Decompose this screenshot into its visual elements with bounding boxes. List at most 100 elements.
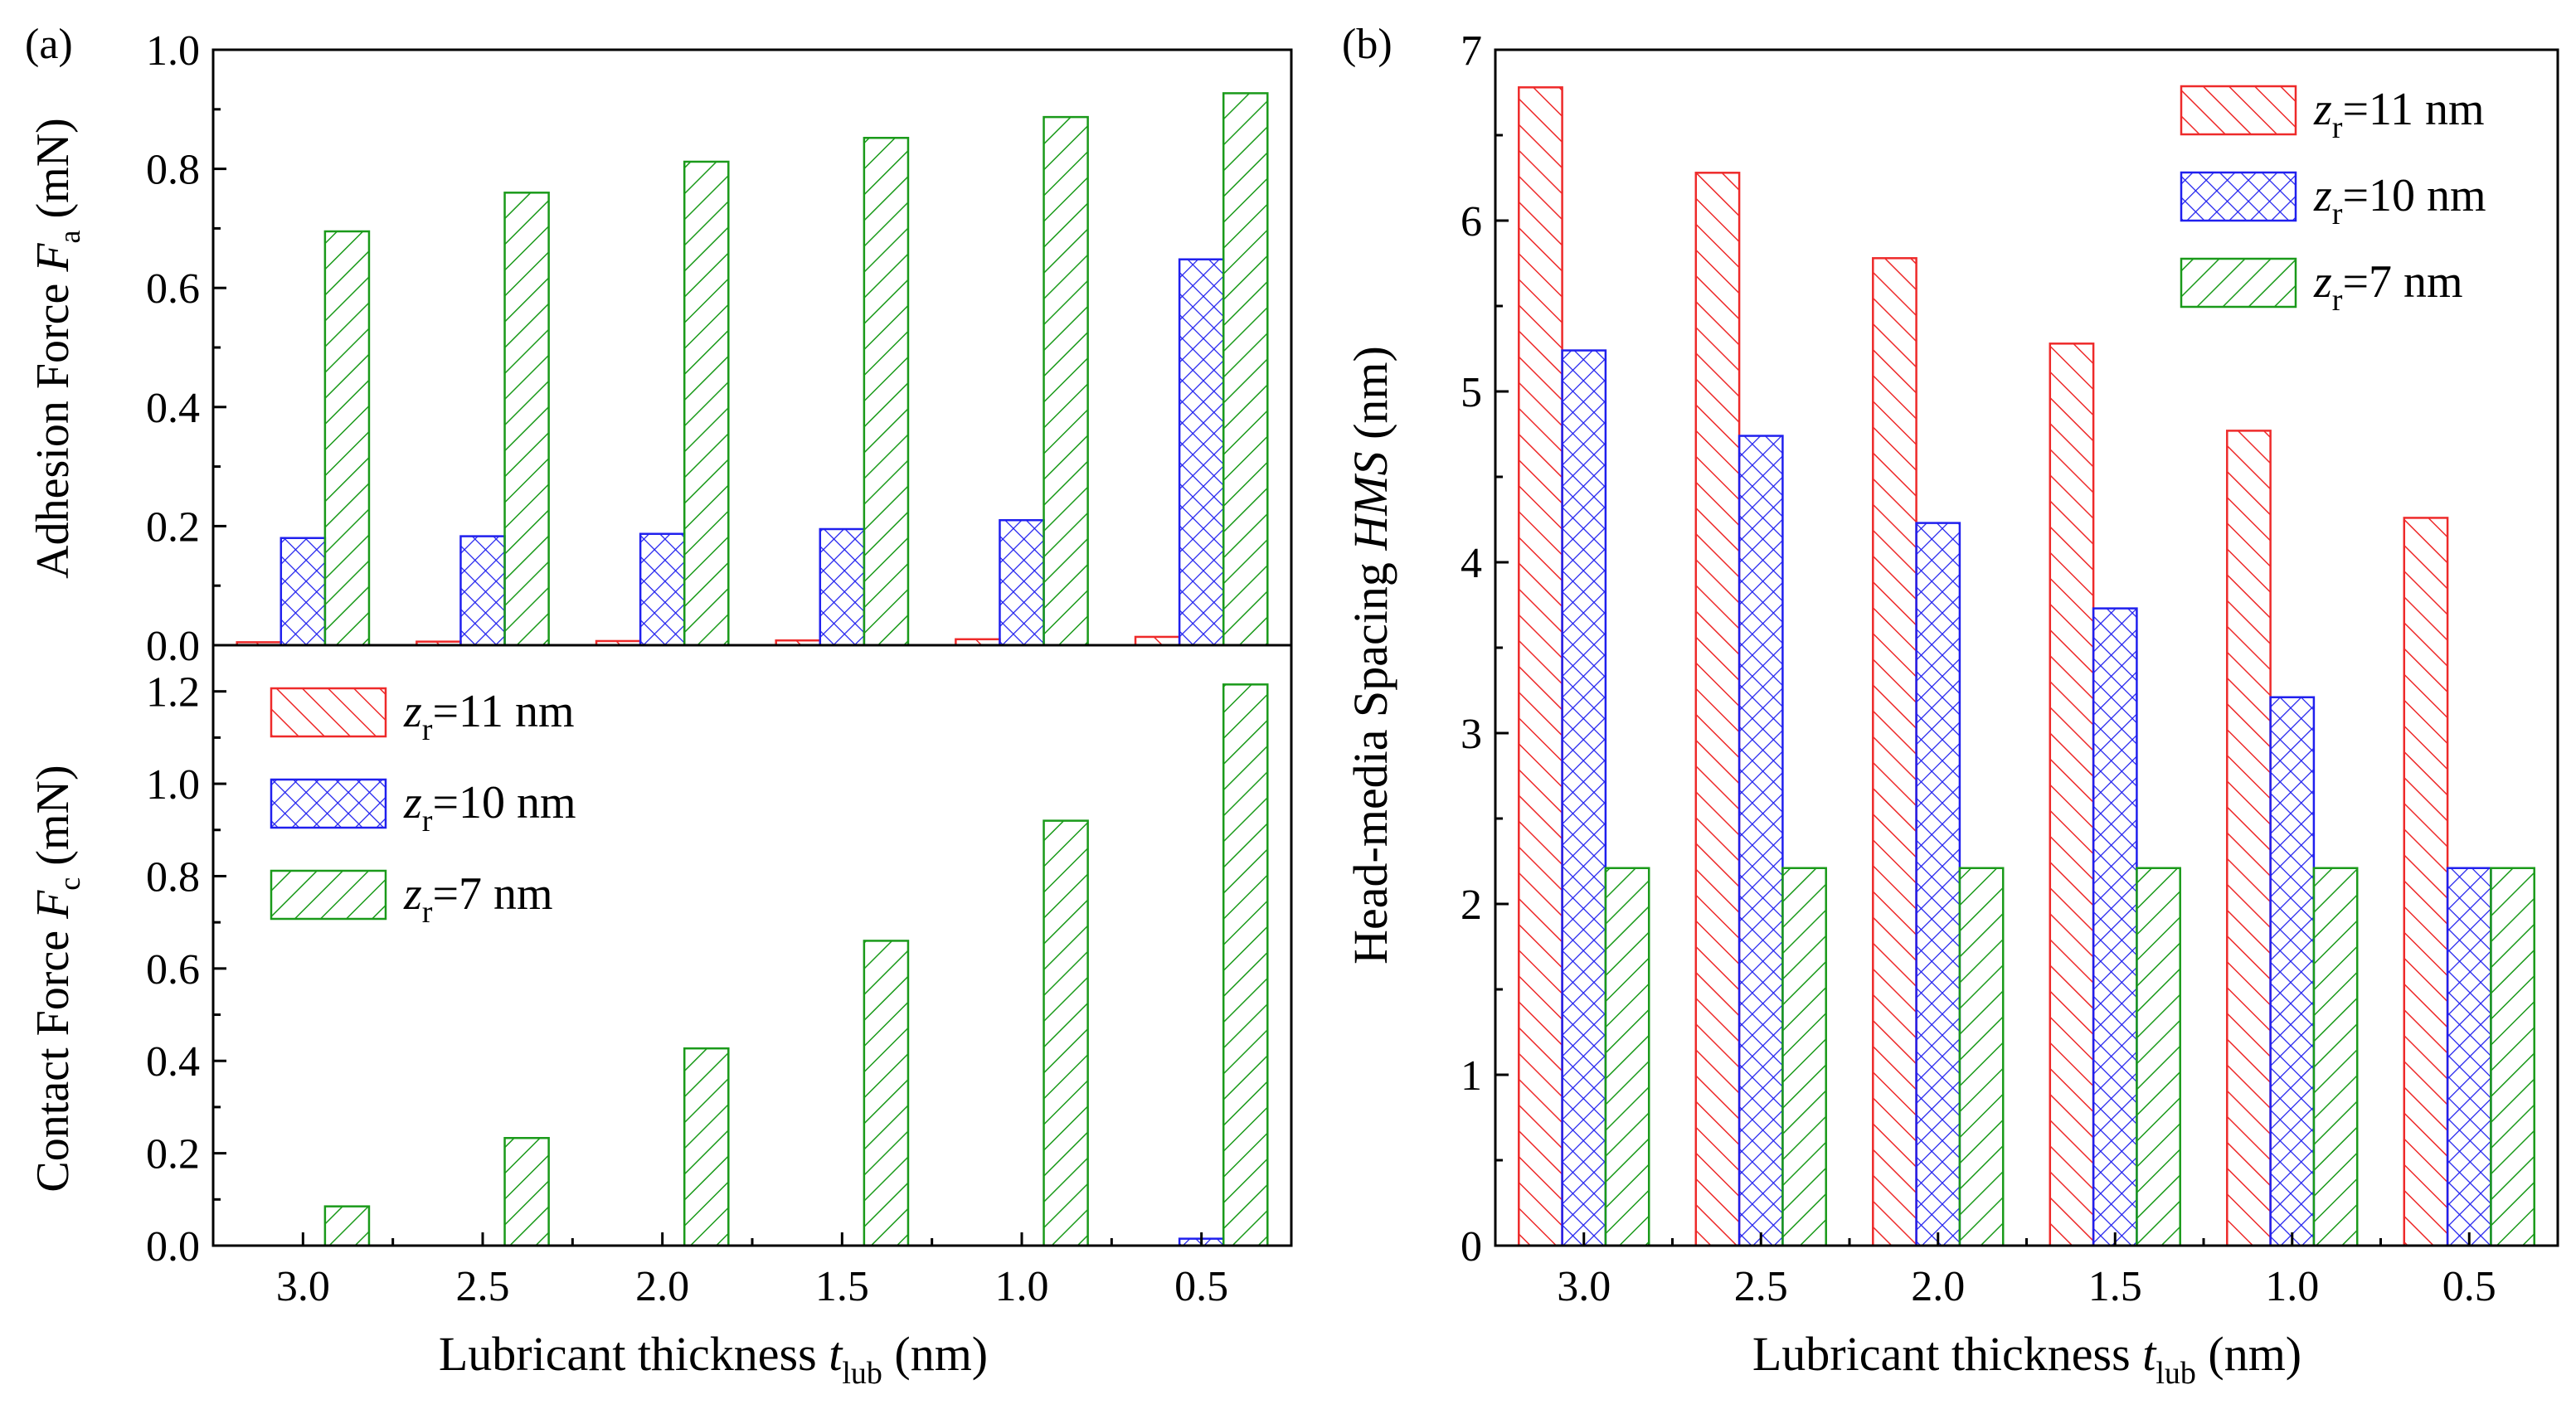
legend-swatch-2 <box>2180 257 2297 309</box>
legend-swatch-0 <box>2180 85 2297 136</box>
panel-a-legend: zr=11 nm zr=10 nm zr=7 nm <box>270 686 576 930</box>
bar-panel-a-top-10nm-2.0 <box>639 532 686 647</box>
xtick-label-panel-a-bottom-5: 0.5 <box>1174 1263 1228 1310</box>
xtick-label-panel-b-0: 3.0 <box>1557 1263 1611 1310</box>
ytick-label-panel-b-2: 2 <box>1461 882 1482 929</box>
ytick-label-panel-a-top-5: 1.0 <box>146 27 200 75</box>
bar-panel-a-top-10nm-0.5 <box>1178 258 1225 647</box>
bar-panel-a-bottom-7nm-3.0 <box>323 1205 371 1247</box>
legend-label-1: zr=10 nm <box>2313 170 2486 231</box>
panel-b-xlabel: Lubricant thickness tlub (nm) <box>1752 1327 2301 1391</box>
xtick-label-panel-b-1: 2.5 <box>1734 1263 1788 1310</box>
ytick-label-panel-a-bottom-6: 1.2 <box>146 669 200 717</box>
xtick-label-panel-a-bottom-4: 1.0 <box>995 1263 1049 1310</box>
ytick-label-panel-b-6: 6 <box>1461 198 1482 245</box>
panel-a-bottom-ticks: 0.0 0.2 0.4 0.6 0.8 1.0 1.2 3.0 2.5 2.0 1.5 1.0 0.5 <box>146 644 1293 1310</box>
ytick-label-panel-a-top-3: 0.6 <box>146 265 200 313</box>
legend-swatch-0 <box>270 687 387 738</box>
bar-panel-b-11nm-2.5 <box>1694 172 1741 1247</box>
bar-panel-a-top-7nm-0.5 <box>1222 92 1269 647</box>
xtick-label-panel-a-bottom-0: 3.0 <box>276 1263 330 1310</box>
bar-panel-b-10nm-2.0 <box>1915 522 1961 1247</box>
ytick-label-panel-b-4: 4 <box>1461 540 1482 587</box>
legend-label-0: zr=11 nm <box>403 686 575 747</box>
bar-panel-a-bottom-7nm-1.5 <box>863 940 910 1247</box>
xtick-label-panel-b-3: 1.5 <box>2088 1263 2142 1310</box>
bar-panel-a-bottom-7nm-1.0 <box>1043 819 1089 1247</box>
legend-swatch-2 <box>270 869 387 921</box>
ytick-label-panel-a-bottom-5: 1.0 <box>146 761 200 809</box>
panel-a-top-ylabel: Adhesion Force Fa (mN) <box>27 118 86 579</box>
legend-label-2: zr=7 nm <box>403 868 553 930</box>
bar-panel-b-11nm-3.0 <box>1518 86 1563 1247</box>
bar-panel-a-top-7nm-2.0 <box>683 160 730 647</box>
bar-panel-b-10nm-2.5 <box>1738 435 1784 1247</box>
panel-a-top: (a) 0.0 0.2 0.4 0.6 0.8 1.0 Adhesion Force Fa… <box>25 21 1293 670</box>
panel-b-ticks: 0 1 2 3 4 5 6 7 3.0 2.5 2.0 1.5 1.0 0.5 <box>1461 27 2559 1310</box>
bar-panel-b-10nm-1.5 <box>2092 607 2138 1247</box>
bar-panel-b-11nm-0.5 <box>2403 517 2449 1247</box>
xtick-label-panel-a-bottom-1: 2.5 <box>456 1263 510 1310</box>
bar-panel-a-top-7nm-2.5 <box>503 192 550 647</box>
bar-panel-b-10nm-1.0 <box>2269 696 2316 1247</box>
ytick-label-panel-a-top-4: 0.8 <box>146 147 200 194</box>
panel-b: (b) 0 1 2 3 4 5 6 7 3.0 2.5 2.0 1.5 1.0 0.5 Head-medi… <box>1342 21 2559 1391</box>
bar-panel-a-top-10nm-3.0 <box>279 537 327 647</box>
panel-a-top-ticks: 0.0 0.2 0.4 0.6 0.8 1.0 <box>146 27 226 670</box>
bar-panel-b-7nm-0.5 <box>2490 867 2535 1247</box>
ytick-label-panel-a-top-0: 0.0 <box>146 623 200 670</box>
bar-panel-b-10nm-3.0 <box>1561 349 1607 1247</box>
bar-panel-a-top-7nm-3.0 <box>323 230 371 647</box>
panel-b-label: (b) <box>1342 21 1392 68</box>
panel-a-top-bars <box>236 92 1269 647</box>
bar-panel-a-bottom-7nm-2.5 <box>503 1136 550 1247</box>
panel-b-ylabel: Head-media Spacing HMS (nm) <box>1344 346 1397 964</box>
xtick-label-panel-a-bottom-3: 1.5 <box>815 1263 869 1310</box>
xtick-label-panel-a-bottom-2: 2.0 <box>635 1263 689 1310</box>
panel-a-bottom: 0.00.20.40.60.81.01.23.0 2.5 2.0 1.5 1.0 0.5 … <box>27 644 1293 1391</box>
ytick-label-panel-a-bottom-3: 0.6 <box>146 946 200 994</box>
panel-a-bottom-ylabel: Contact Force Fc (mN) <box>27 765 86 1192</box>
bar-panel-a-top-11nm-0.5 <box>1134 635 1181 647</box>
bar-panel-b-11nm-1.0 <box>2226 430 2272 1247</box>
legend-swatch-1 <box>2180 171 2297 222</box>
panel-a-label: (a) <box>25 21 73 68</box>
bar-panel-a-top-10nm-1.0 <box>999 518 1045 647</box>
panel-a-xlabel: Lubricant thickness tlub (nm) <box>439 1327 988 1391</box>
ytick-label-panel-a-top-2: 0.4 <box>146 385 200 432</box>
bar-panel-b-11nm-1.5 <box>2049 343 2095 1247</box>
legend-label-0: zr=11 nm <box>2313 84 2485 145</box>
ytick-label-panel-a-bottom-2: 0.4 <box>146 1038 200 1086</box>
bar-panel-a-top-10nm-1.5 <box>819 527 866 647</box>
legend-label-1: zr=10 nm <box>403 777 576 838</box>
ytick-label-panel-a-top-1: 0.2 <box>146 503 200 551</box>
bar-panel-b-7nm-1.5 <box>2136 867 2181 1247</box>
bar-panel-a-top-10nm-2.5 <box>459 535 506 647</box>
bar-panel-b-7nm-1.0 <box>2312 867 2359 1247</box>
bar-panel-b-11nm-2.0 <box>1872 257 1917 1247</box>
bar-panel-b-10nm-0.5 <box>2446 867 2492 1247</box>
panel-a-top-frame <box>211 48 1293 647</box>
ytick-label-panel-a-bottom-1: 0.2 <box>146 1131 200 1178</box>
ytick-label-panel-b-5: 5 <box>1461 369 1482 416</box>
bar-panel-b-7nm-2.0 <box>1958 867 2005 1247</box>
panel-b-frame <box>1494 48 2559 1247</box>
ytick-label-panel-a-bottom-0: 0.0 <box>146 1223 200 1271</box>
bar-panel-b-7nm-2.5 <box>1781 867 1827 1247</box>
xtick-label-panel-b-5: 0.5 <box>2442 1263 2496 1310</box>
bar-panel-a-top-7nm-1.0 <box>1043 115 1089 647</box>
panel-a-bottom-bars <box>323 683 1269 1247</box>
legend-swatch-1 <box>270 778 387 829</box>
xtick-label-panel-b-4: 1.0 <box>2265 1263 2319 1310</box>
ytick-label-panel-b-3: 3 <box>1461 711 1482 758</box>
ytick-label-panel-b-1: 1 <box>1461 1052 1482 1100</box>
ytick-label-panel-b-7: 7 <box>1461 27 1482 75</box>
bar-panel-a-top-7nm-1.5 <box>863 137 910 647</box>
ytick-label-panel-a-bottom-4: 0.8 <box>146 853 200 901</box>
xtick-label-panel-b-2: 2.0 <box>1911 1263 1965 1310</box>
bar-panel-a-bottom-7nm-2.0 <box>683 1047 730 1247</box>
legend-label-2: zr=7 nm <box>2313 256 2463 318</box>
bar-panel-a-bottom-7nm-0.5 <box>1222 683 1269 1247</box>
ytick-label-panel-b-0: 0 <box>1461 1223 1482 1271</box>
